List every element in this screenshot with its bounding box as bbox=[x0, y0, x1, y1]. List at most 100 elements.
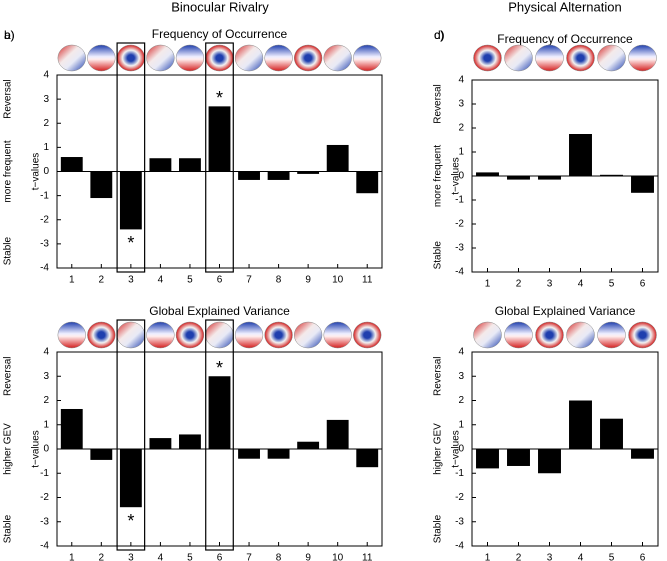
bar bbox=[149, 158, 172, 172]
topo-map bbox=[116, 321, 145, 349]
x-tick-label: 10 bbox=[332, 553, 344, 561]
topo-map bbox=[294, 44, 323, 72]
y-tick-label: -2 bbox=[455, 492, 464, 503]
topo-map bbox=[234, 321, 264, 349]
y-axis-label: t−values bbox=[31, 153, 42, 191]
panel-title: Global Explained Variance bbox=[495, 304, 636, 318]
x-tick-label: 9 bbox=[305, 275, 311, 286]
highlight-box bbox=[205, 319, 234, 551]
topo-map bbox=[535, 321, 564, 349]
y-tick-label: -2 bbox=[455, 219, 464, 230]
bar bbox=[569, 400, 592, 449]
y-tick-label: 4 bbox=[43, 70, 49, 81]
x-tick-label: 8 bbox=[276, 553, 282, 561]
bar bbox=[208, 376, 231, 449]
x-tick-label: 2 bbox=[99, 275, 105, 286]
x-tick-label: 4 bbox=[158, 553, 164, 561]
topo-map bbox=[566, 44, 595, 72]
y-label-top: Reversal bbox=[433, 84, 444, 123]
bar bbox=[569, 134, 592, 176]
bar bbox=[238, 171, 260, 180]
y-tick-label: -2 bbox=[40, 214, 49, 225]
x-tick-label: 9 bbox=[305, 553, 311, 561]
x-tick-label: 7 bbox=[246, 553, 252, 561]
y-label-bottom: Stable bbox=[433, 514, 444, 543]
y-label-middle: higher GEV bbox=[433, 423, 444, 475]
y-axis-label: t−values bbox=[451, 430, 462, 468]
topo-map bbox=[504, 321, 533, 349]
y-tick-label: 3 bbox=[458, 99, 464, 110]
bar bbox=[538, 176, 561, 180]
x-tick-label: 3 bbox=[547, 279, 553, 290]
x-tick-label: 6 bbox=[640, 553, 646, 561]
topo-map bbox=[87, 44, 116, 72]
y-tick-label: -1 bbox=[40, 190, 49, 201]
y-tick-label: 0 bbox=[43, 444, 49, 455]
y-tick-label: -1 bbox=[40, 468, 49, 479]
x-tick-label: 11 bbox=[362, 275, 373, 286]
y-tick-label: 4 bbox=[43, 347, 49, 358]
topo-map bbox=[116, 44, 145, 72]
y-label-middle: higher GEV bbox=[3, 423, 14, 475]
topo-map bbox=[628, 44, 657, 72]
x-tick-label: 2 bbox=[516, 279, 522, 290]
topo-map bbox=[264, 321, 293, 349]
bar bbox=[208, 106, 231, 172]
x-tick-label: 11 bbox=[362, 553, 373, 561]
y-axis-label: t−values bbox=[31, 430, 42, 468]
y-tick-label: -2 bbox=[40, 492, 49, 503]
y-tick-label: -1 bbox=[455, 468, 464, 479]
bar bbox=[297, 441, 320, 449]
bar bbox=[507, 176, 530, 180]
topo-map bbox=[597, 321, 626, 349]
y-tick-label: 2 bbox=[458, 395, 464, 406]
y-axis-label: t−values bbox=[451, 157, 462, 195]
y-tick-label: 2 bbox=[43, 395, 49, 406]
x-tick-label: 1 bbox=[69, 553, 75, 561]
bar bbox=[90, 171, 113, 199]
bar bbox=[119, 171, 142, 230]
x-tick-label: 1 bbox=[485, 279, 491, 290]
group-title: Physical Alternation bbox=[508, 0, 621, 14]
y-tick-label: -4 bbox=[455, 267, 464, 278]
x-tick-label: 3 bbox=[128, 553, 134, 561]
x-tick-label: 4 bbox=[158, 275, 164, 286]
panel-title: Global Explained Variance bbox=[149, 304, 290, 318]
y-tick-label: -4 bbox=[40, 263, 49, 274]
bar bbox=[179, 434, 201, 449]
highlight-box bbox=[116, 42, 146, 273]
x-tick-label: 10 bbox=[332, 275, 344, 286]
bar bbox=[631, 176, 654, 193]
y-tick-label: -4 bbox=[40, 541, 49, 552]
panel-label: c) bbox=[434, 28, 444, 42]
bar bbox=[356, 449, 379, 468]
y-label-middle: more frequent bbox=[3, 140, 14, 202]
significance-marker: * bbox=[127, 511, 134, 531]
y-tick-label: 0 bbox=[43, 166, 49, 177]
topo-map bbox=[175, 321, 205, 349]
x-tick-label: 6 bbox=[217, 553, 223, 561]
y-tick-label: 3 bbox=[458, 371, 464, 382]
topo-map bbox=[323, 44, 352, 72]
x-tick-label: 6 bbox=[217, 275, 223, 286]
topo-map bbox=[566, 321, 595, 349]
topo-map bbox=[146, 321, 175, 349]
y-label-top: Reversal bbox=[3, 79, 14, 118]
x-tick-label: 5 bbox=[609, 279, 615, 290]
significance-marker: * bbox=[216, 358, 223, 378]
y-tick-label: 0 bbox=[458, 171, 464, 182]
significance-marker: * bbox=[216, 88, 223, 108]
topo-map bbox=[473, 44, 502, 72]
y-tick-label: 0 bbox=[458, 444, 464, 455]
bar bbox=[119, 449, 142, 508]
topo-map bbox=[175, 44, 205, 72]
y-label-bottom: Stable bbox=[433, 241, 444, 270]
topo-map bbox=[597, 44, 626, 72]
y-tick-label: 2 bbox=[458, 123, 464, 134]
topo-map bbox=[628, 321, 657, 349]
bar bbox=[326, 144, 349, 172]
bar bbox=[149, 438, 172, 449]
bar bbox=[326, 419, 349, 449]
x-tick-label: 8 bbox=[276, 275, 282, 286]
